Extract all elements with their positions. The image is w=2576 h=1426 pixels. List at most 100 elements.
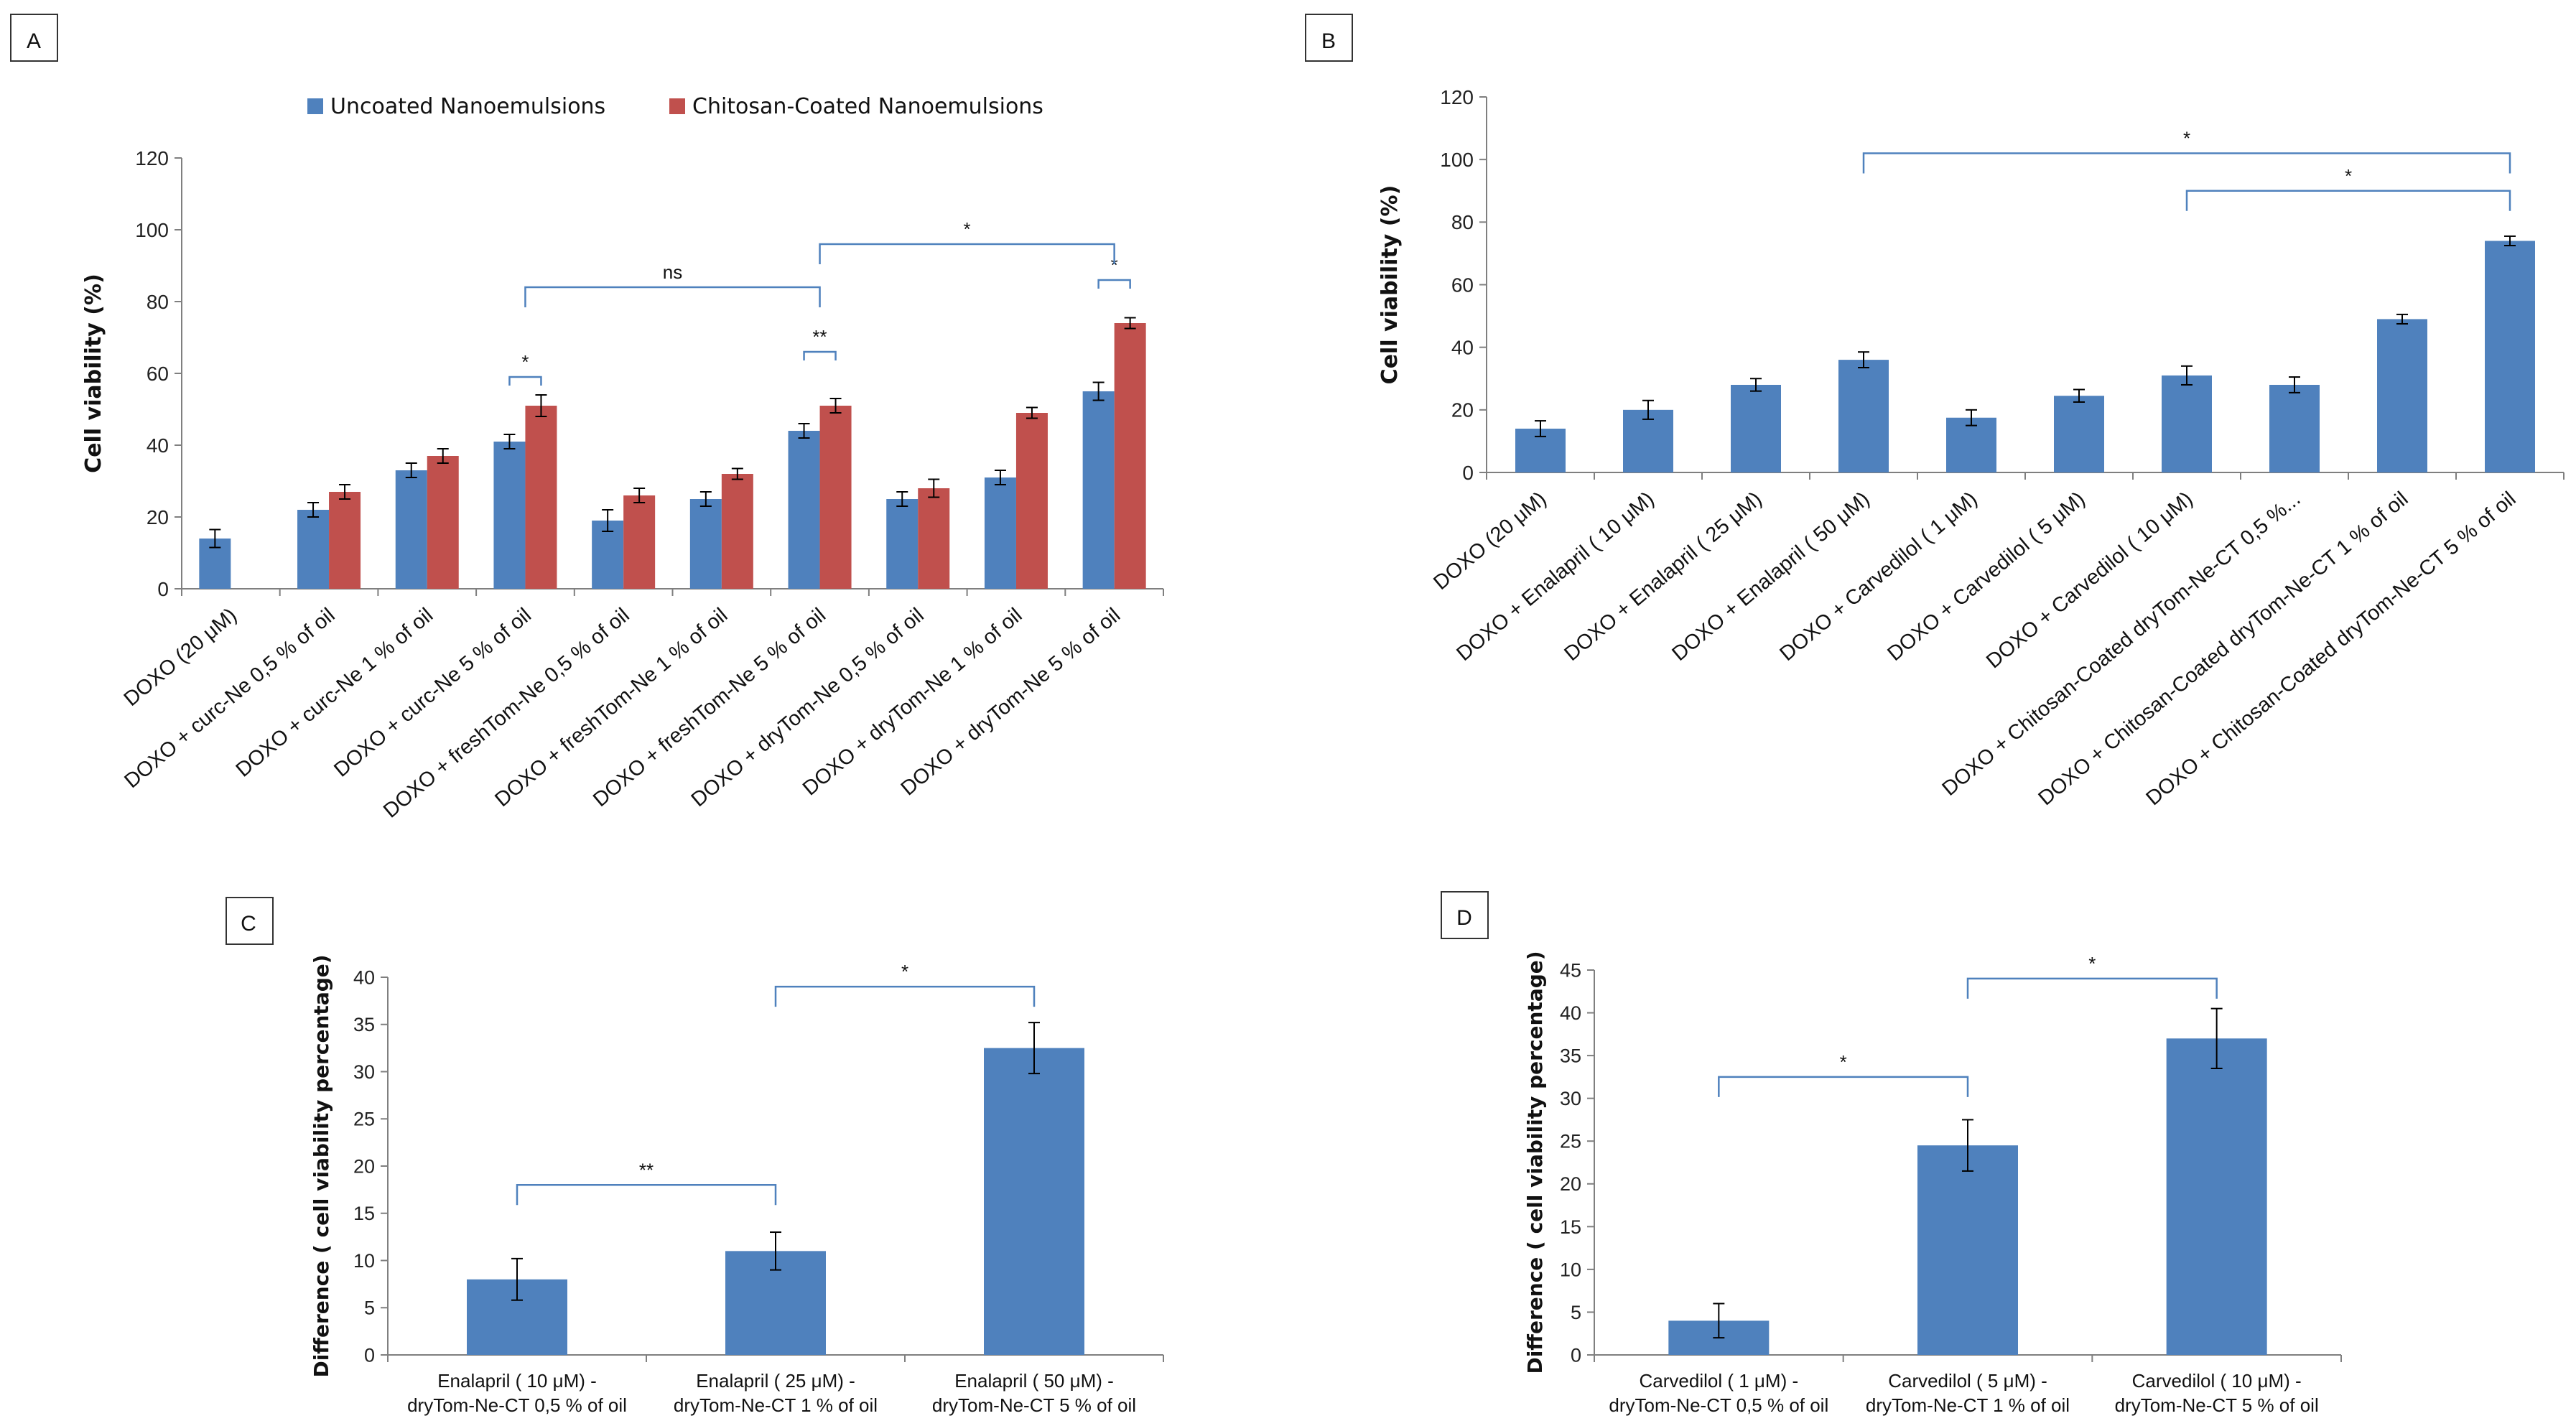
bar <box>395 470 427 589</box>
x-category-label: Enalapril ( 10 μM) - <box>437 1370 597 1392</box>
y-tick-label: 120 <box>1440 86 1474 108</box>
panel-label: D <box>1456 906 1472 930</box>
y-axis-label: Cell viability (%) <box>81 274 106 473</box>
y-axis-label: Difference ( cell viability percentage) <box>310 954 333 1377</box>
significance-label: * <box>2088 953 2096 974</box>
y-tick-label: 15 <box>1560 1216 1581 1238</box>
y-tick-label: 80 <box>147 291 169 313</box>
significance-label: ns <box>663 261 682 283</box>
significance-bracket <box>1718 1076 1969 1097</box>
bar <box>1114 323 1146 589</box>
significance-bracket <box>2185 190 2511 211</box>
y-tick-label: 100 <box>135 219 169 241</box>
panel-label: A <box>27 29 41 53</box>
y-axis-label: Difference ( cell viability percentage) <box>1523 951 1547 1374</box>
bar <box>2377 319 2427 472</box>
y-tick-label: 10 <box>353 1250 375 1272</box>
y-tick-label: 45 <box>1560 959 1581 981</box>
bar <box>2162 375 2212 472</box>
bar <box>886 499 919 589</box>
significance-label: ** <box>812 326 827 348</box>
significance-bracket <box>1097 279 1131 289</box>
x-category-label: DOXO + curc-Ne 1 % of oil <box>232 604 438 782</box>
significance-bracket <box>524 286 821 307</box>
y-tick-label: 60 <box>1451 274 1474 296</box>
panel-label: B <box>1321 29 1336 53</box>
bar <box>1015 413 1048 589</box>
y-tick-label: 15 <box>353 1203 375 1224</box>
bar <box>297 510 330 589</box>
y-tick-label: 0 <box>364 1344 375 1366</box>
significance-label: * <box>2345 165 2352 187</box>
y-axis-label: Cell viability (%) <box>1377 185 1403 385</box>
x-category-label: DOXO + curc-Ne 5 % of oil <box>330 604 536 782</box>
panel-label-box <box>10 14 58 62</box>
legend-entry: Uncoated Nanoemulsions <box>330 94 605 119</box>
x-category-label: Enalapril ( 50 μM) - <box>954 1370 1114 1392</box>
bar <box>689 499 722 589</box>
y-tick-label: 0 <box>1462 462 1474 484</box>
significance-bracket <box>803 350 837 360</box>
bar <box>1838 360 1889 472</box>
x-category-label: DOXO + Carvedilol ( 1 μM) <box>1775 488 1981 666</box>
y-tick-label: 0 <box>1571 1344 1581 1366</box>
y-tick-label: 5 <box>1571 1302 1581 1323</box>
bar <box>2054 396 2104 472</box>
x-category-label: dryTom-Ne-CT 1 % of oil <box>1866 1394 2070 1416</box>
bar <box>1946 417 1996 472</box>
y-tick-label: 120 <box>135 147 169 169</box>
significance-label: * <box>901 961 908 982</box>
y-tick-label: 5 <box>364 1297 375 1319</box>
x-category-label: Enalapril ( 25 μM) - <box>696 1370 855 1392</box>
panel-label-box <box>1441 891 1489 939</box>
panel-label-box <box>225 897 274 945</box>
x-category-label: DOXO + Enalapril ( 25 μM) <box>1560 488 1766 666</box>
x-category-label: dryTom-Ne-CT 0,5 % of oil <box>407 1394 627 1416</box>
y-tick-label: 10 <box>1560 1259 1581 1280</box>
x-category-label: DOXO + Carvedilol ( 5 μM) <box>1883 488 2089 666</box>
bar <box>1731 384 1781 472</box>
x-category-label: dryTom-Ne-CT 5 % of oil <box>2115 1394 2319 1416</box>
bar <box>918 488 950 589</box>
x-category-label: dryTom-Ne-CT 0,5 % of oil <box>1609 1394 1828 1416</box>
x-category-label: DOXO + Chitosan-Coated dryTom-Ne-CT 1 % … <box>2035 488 2413 810</box>
bar <box>984 477 1016 589</box>
bar <box>2485 241 2535 472</box>
significance-label: * <box>1840 1051 1847 1073</box>
bar <box>1082 391 1115 589</box>
x-category-label: DOXO (20 μM) <box>1429 488 1550 595</box>
legend-entry: Chitosan-Coated Nanoemulsions <box>692 94 1043 119</box>
y-tick-label: 40 <box>1451 336 1474 358</box>
y-tick-label: 20 <box>1451 399 1474 421</box>
significance-label: * <box>964 218 971 240</box>
y-tick-label: 100 <box>1440 149 1474 171</box>
panel-label-box <box>1305 14 1353 62</box>
y-tick-label: 35 <box>353 1014 375 1035</box>
x-category-label: Carvedilol ( 5 μM) - <box>1888 1370 2047 1392</box>
bar <box>984 1048 1084 1355</box>
y-tick-label: 0 <box>157 578 169 600</box>
x-category-label: DOXO + curc-Ne 0,5 % of oil <box>120 604 339 793</box>
y-tick-label: 20 <box>353 1155 375 1177</box>
x-category-label: DOXO + Enalapril ( 50 μM) <box>1668 488 1874 666</box>
x-category-label: dryTom-Ne-CT 5 % of oil <box>932 1394 1136 1416</box>
bar <box>721 474 753 589</box>
y-tick-label: 40 <box>147 434 169 457</box>
bar <box>1623 409 1673 472</box>
bar <box>525 406 557 589</box>
bar <box>493 442 526 589</box>
bar <box>2166 1038 2267 1355</box>
y-tick-label: 30 <box>1560 1088 1581 1109</box>
chart-panel-c: C 0 5 10 15 20 25 30 35 40 Difference ( cell viabi… <box>225 897 1164 1416</box>
chart-panel-b: B 0 20 40 60 80 100 120 Cell viability (%) DOXO (… <box>1305 14 2565 810</box>
x-category-label: Carvedilol ( 10 μM) - <box>2132 1370 2302 1392</box>
panel-label: C <box>241 912 256 936</box>
significance-bracket <box>1862 152 2511 174</box>
y-tick-label: 35 <box>1560 1045 1581 1067</box>
significance-label: * <box>1111 254 1118 276</box>
significance-bracket <box>774 985 1036 1007</box>
bar <box>788 431 820 589</box>
bar <box>623 495 656 589</box>
